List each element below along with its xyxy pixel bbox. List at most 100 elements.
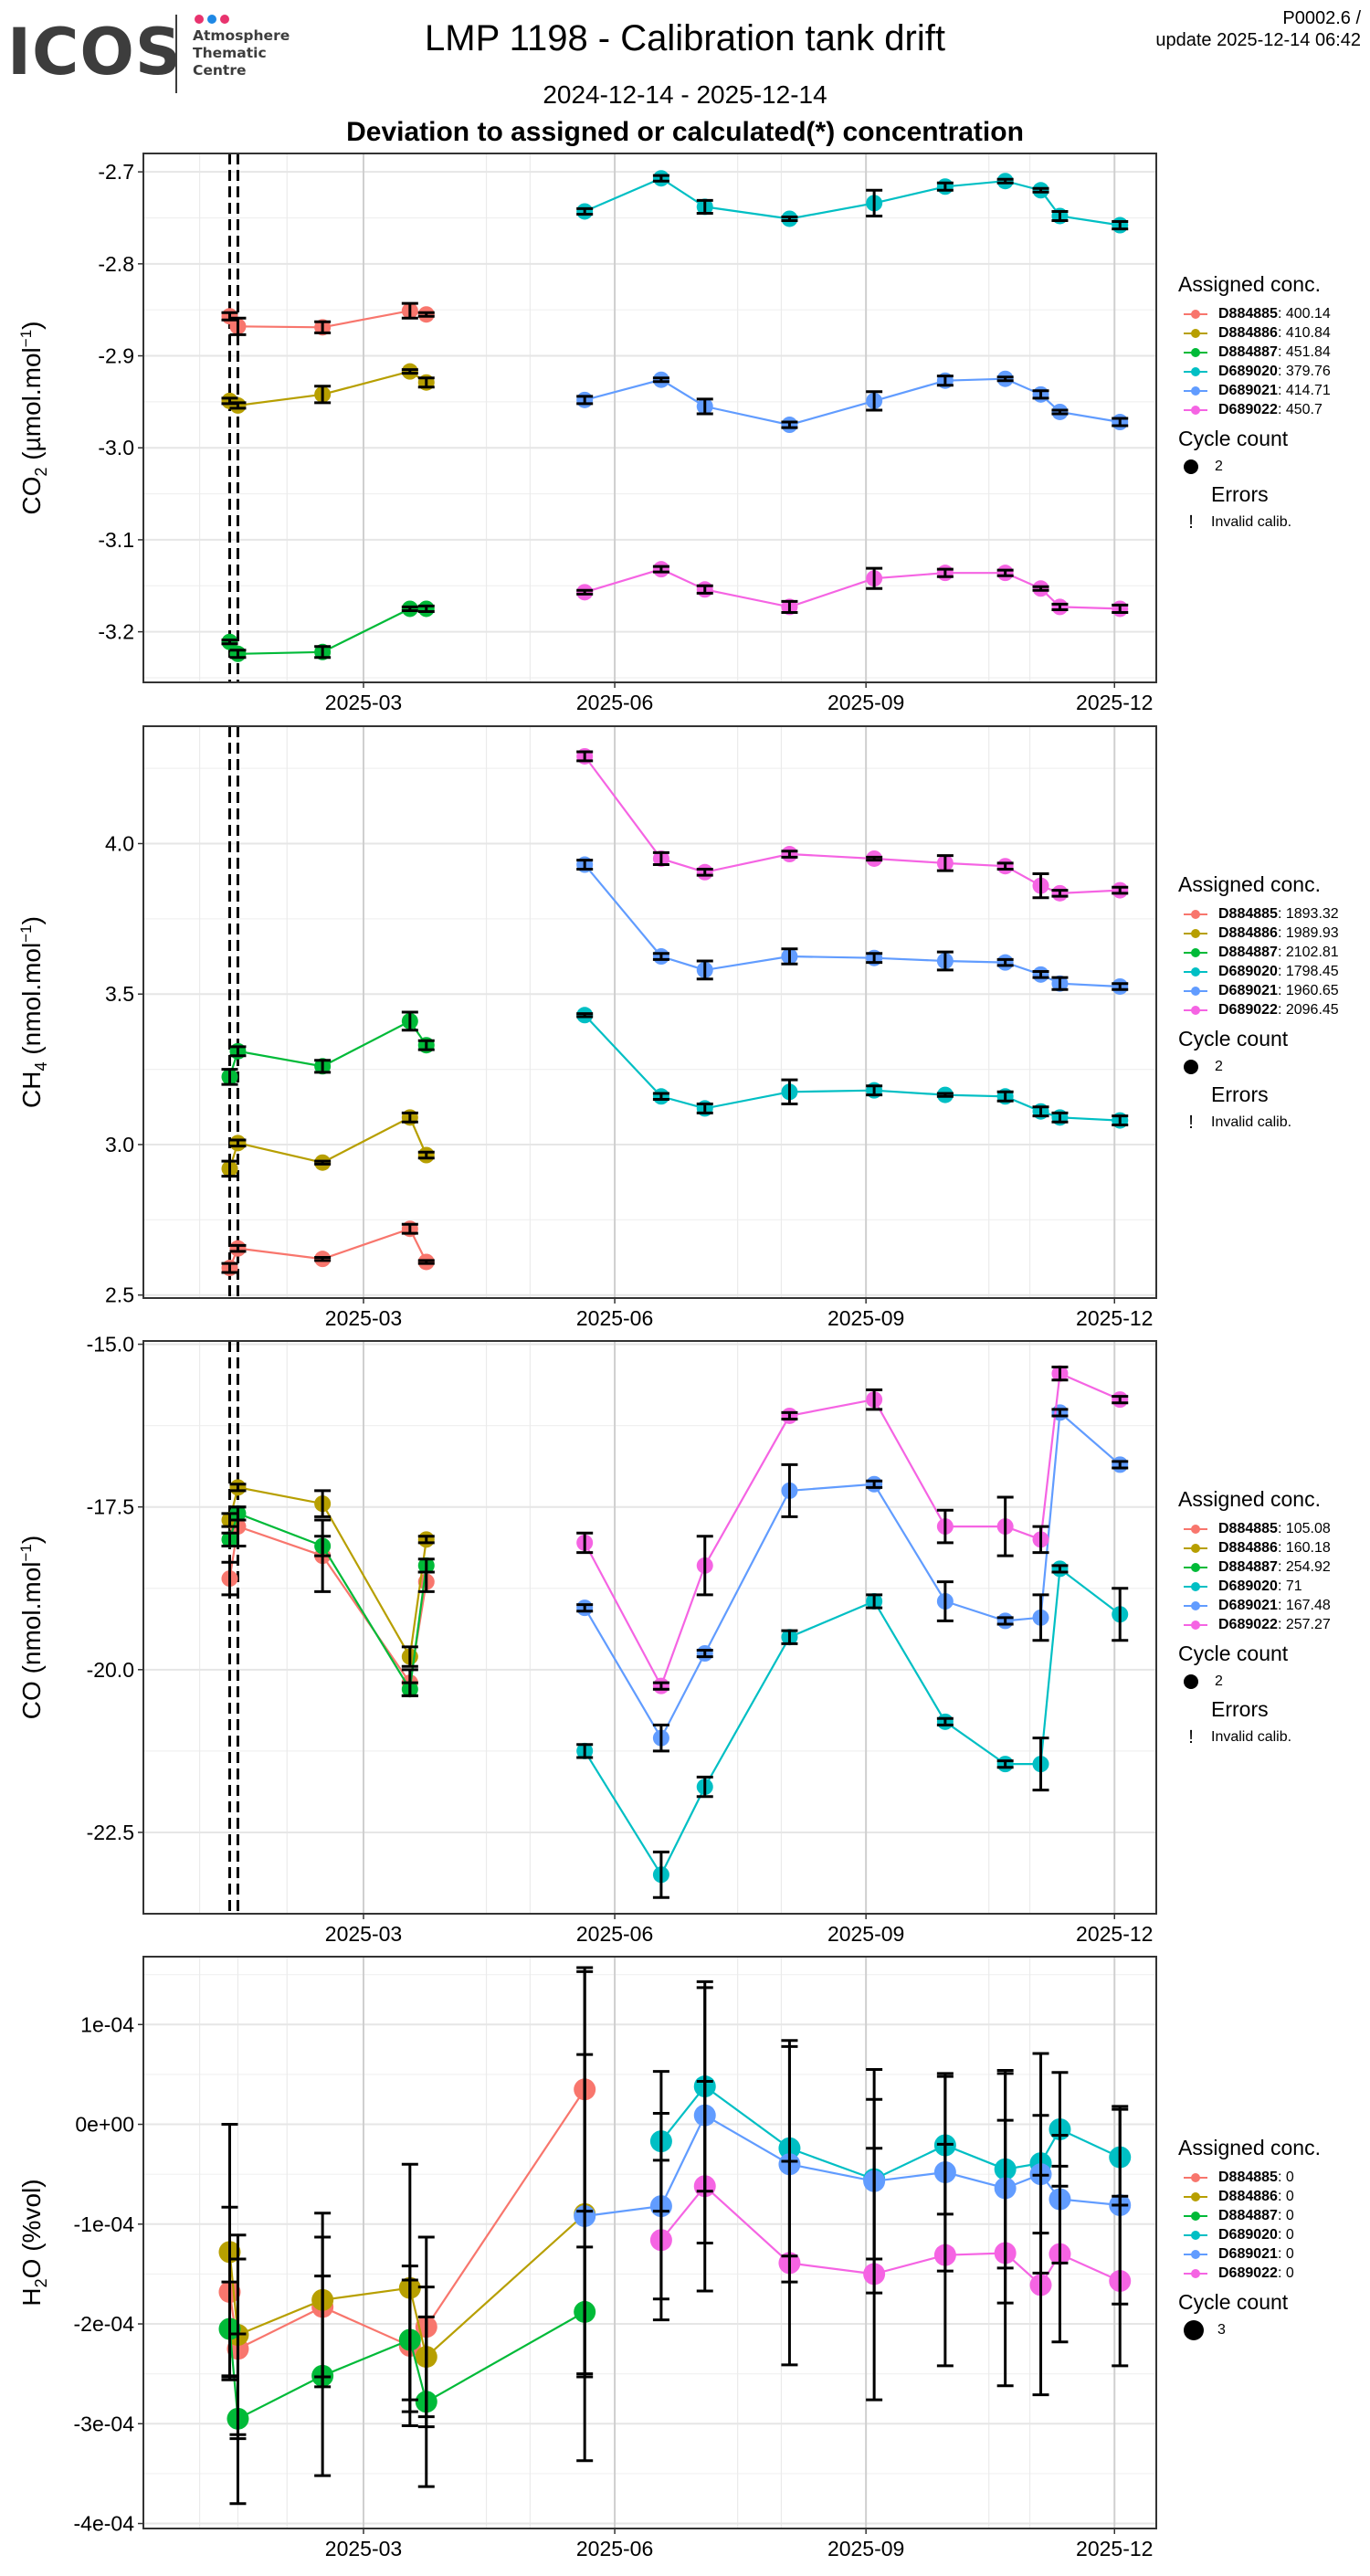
y-tick-label: -3e-04	[74, 2412, 135, 2435]
invalid-calib-icon: ¡	[1187, 512, 1195, 533]
cycle-count-value: 3	[1217, 2322, 1226, 2338]
logo-dot-icon	[207, 15, 216, 24]
y-tick-label: 3.0	[105, 1133, 134, 1156]
y-tick-label: -2.7	[98, 160, 134, 184]
y-axis-label-unit: (µmol.mol	[17, 347, 46, 467]
errorbars-D689020	[576, 1012, 1129, 1127]
version-label: P0002.6 /	[1282, 8, 1361, 28]
legend-item: D884887: 0	[1178, 2206, 1321, 2225]
legend-label: D884885: 1893.32	[1218, 905, 1339, 922]
legend-label: D884886: 160.18	[1218, 1539, 1331, 1556]
x-tick-label: 2025-03	[325, 2537, 402, 2560]
legend-key-icon	[1182, 1619, 1209, 1631]
legend-label: D689020: 0	[1218, 2226, 1294, 2243]
errors-title: Errors	[1211, 482, 1269, 506]
x-tick-label: 2025-03	[325, 691, 402, 714]
y-tick-label: -17.5	[87, 1495, 134, 1519]
y-axis-label-sub: 2	[32, 2278, 50, 2287]
legend-item: D884885: 105.08	[1178, 1519, 1331, 1538]
errorbars-D884886	[221, 1111, 435, 1178]
legend-item: D884886: 1989.93	[1178, 924, 1339, 943]
cycle-count-dot-icon	[1184, 459, 1198, 474]
errorbars-D689021	[576, 859, 1129, 991]
legend-label: D884885: 400.14	[1218, 305, 1331, 322]
legend-item: D689021: 167.48	[1178, 1596, 1331, 1615]
legend-item: D689021: 414.71	[1178, 381, 1331, 400]
y-tick-label: -4e-04	[74, 2512, 135, 2536]
legend-key-icon	[1182, 2267, 1209, 2280]
errorbars-D689022	[576, 750, 1129, 900]
cycle-count-dot-icon	[1184, 1060, 1198, 1074]
legend-item: D884886: 410.84	[1178, 323, 1331, 343]
legend-item: D884885: 400.14	[1178, 304, 1331, 323]
errorbars-D689020	[576, 1564, 1129, 1899]
logo-divider	[175, 15, 177, 93]
legend-label: D884886: 1989.93	[1218, 924, 1339, 941]
legend-key-icon	[1182, 1599, 1209, 1612]
errorbars-D884887	[221, 604, 435, 660]
series-line	[584, 377, 1121, 427]
panel-border	[142, 725, 1157, 1299]
series-D689021	[576, 370, 1129, 434]
panel-border	[142, 153, 1157, 683]
series-line	[584, 176, 1121, 227]
y-tick-label: -22.5	[87, 1821, 134, 1844]
legend-item: D884886: 0	[1178, 2187, 1321, 2206]
y-axis-label-close: )	[17, 1536, 46, 1544]
legend-title: Assigned conc.	[1178, 2136, 1321, 2159]
plot-background	[143, 1957, 1156, 2528]
y-tick-label: -20.0	[87, 1658, 134, 1682]
legend-key-icon	[1182, 2171, 1209, 2184]
legend-label: D689020: 379.76	[1218, 363, 1331, 379]
errors-item: ¡ Invalid calib.	[1178, 1722, 1331, 1753]
legend-key-icon	[1182, 2229, 1209, 2242]
legend-key-icon	[1182, 2210, 1209, 2222]
cycle-count-title: Cycle count	[1178, 2290, 1289, 2314]
series-line	[584, 567, 1121, 610]
legend-key-icon	[1182, 1542, 1209, 1555]
legend-item: D689020: 379.76	[1178, 362, 1331, 381]
logo-dot-icon	[220, 15, 229, 24]
plot-background	[143, 1341, 1156, 1914]
y-axis-label-sup: −1	[17, 330, 35, 347]
legend-label: D689020: 1798.45	[1218, 963, 1339, 979]
date-range: 2024-12-14 - 2025-12-14	[543, 80, 827, 109]
legend-key-icon	[1182, 927, 1209, 940]
logo-line: Thematic	[193, 45, 267, 61]
y-axis-label: H2O (%vol)	[17, 2179, 50, 2306]
x-tick-label: 2025-12	[1076, 1306, 1153, 1330]
errorbars-D689020	[576, 174, 1129, 231]
errors-title: Errors	[1211, 1697, 1269, 1721]
x-tick-label: 2025-12	[1076, 691, 1153, 714]
legend-key-icon	[1182, 2248, 1209, 2261]
y-tick-label: -2.9	[98, 344, 134, 368]
cycle-count-value: 2	[1215, 1673, 1223, 1689]
logo-dot-icon	[195, 15, 204, 24]
legend-key-icon	[1182, 1561, 1209, 1574]
y-tick-label: -3.2	[98, 620, 134, 644]
y-tick-label: 1e-04	[80, 2012, 134, 2036]
series-line	[584, 1567, 1121, 1877]
logo-dots-icon	[195, 15, 229, 24]
y-tick-label: -1e-04	[74, 2212, 135, 2236]
errorbars-D689022	[576, 1366, 1129, 1691]
logo-line: Atmosphere	[193, 27, 290, 44]
plot-background	[143, 153, 1156, 682]
series-line	[584, 1014, 1121, 1122]
y-tick-label: -2.8	[98, 252, 134, 276]
legend-key-icon	[1182, 365, 1209, 378]
x-tick-label: 2025-06	[576, 1306, 653, 1330]
errorbars-D884885	[221, 301, 435, 336]
errorbars-D689022	[576, 565, 1129, 614]
series-line	[584, 1372, 1121, 1689]
legend-item: D884886: 160.18	[1178, 1538, 1331, 1557]
x-tick-label: 2025-03	[325, 1306, 402, 1330]
x-tick-label: 2025-09	[827, 2537, 904, 2560]
x-tick-label: 2025-12	[1076, 1922, 1153, 1946]
legend-title: Assigned conc.	[1178, 872, 1321, 896]
series-line	[584, 863, 1121, 988]
legend-item: D884885: 1893.32	[1178, 904, 1339, 924]
errors-item: ¡ Invalid calib.	[1178, 1107, 1339, 1138]
logo-line: Centre	[193, 62, 247, 79]
